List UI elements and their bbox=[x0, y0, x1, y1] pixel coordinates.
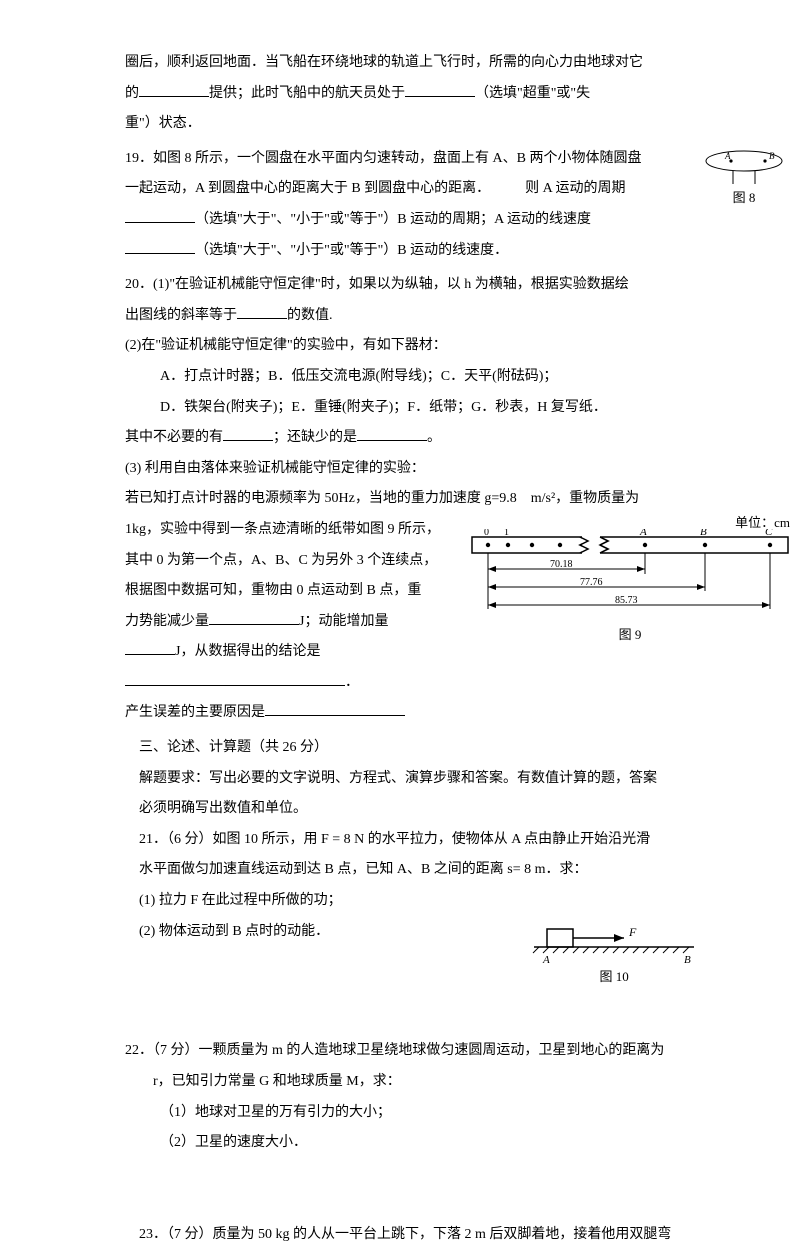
svg-text:0: 0 bbox=[484, 529, 489, 538]
blank bbox=[357, 426, 427, 441]
svg-text:A: A bbox=[639, 529, 647, 538]
q20-l10b: J；动能增加量 bbox=[299, 614, 388, 629]
q19-l3a: （选填"大于"、"小于"或"等于"）B 运动的周期；A 运动的线速度 bbox=[195, 212, 591, 227]
q20-l11a: J，从数据得出的结论是 bbox=[175, 644, 320, 659]
q20-l13a: 产生误差的主要原因是 bbox=[125, 705, 265, 720]
q19-l2: 一起运动，A 到圆盘中心的距离大于 B 到圆盘中心的距离． 则 A 运动的周期 bbox=[125, 176, 695, 203]
svg-text:1: 1 bbox=[504, 529, 509, 538]
q20-l4: 其中不必要的有 ；还缺少的是 。 bbox=[125, 425, 695, 452]
q19-l4: （选填"大于"、"小于"或"等于"）B 运动的线速度． bbox=[125, 238, 695, 265]
q20-l3: (2)在"验证机械能守恒定律"的实验中，有如下器材： bbox=[125, 333, 695, 360]
q19-l1: 19．如图 8 所示，一个圆盘在水平面内匀速转动，盘面上有 A、B 两个小物体随… bbox=[125, 146, 695, 173]
q21-l1: 21．（6 分）如图 10 所示，用 F = 8 N 的水平拉力，使物体从 A … bbox=[125, 827, 695, 854]
q20-l2a: 出图线的斜率等于 bbox=[125, 308, 237, 323]
sec3-title: 三、论述、计算题（共 26 分） bbox=[125, 735, 695, 762]
q20-l2b: 的数值. bbox=[287, 308, 333, 323]
q20-optD: D．铁架台(附夹子)；E．重锤(附夹子)；F．纸带；G．秒表，H 复写纸． bbox=[125, 395, 695, 422]
q18-l2a: 的 bbox=[125, 86, 139, 101]
svg-text:85.73: 85.73 bbox=[615, 595, 638, 606]
q22-l2: r，已知引力常量 G 和地球质量 M，求： bbox=[125, 1069, 695, 1096]
fig10-caption: 图 10 bbox=[529, 965, 699, 990]
q23-l1: 23．（7 分）质量为 50 kg 的人从一平台上跳下，下落 2 m 后双脚着地… bbox=[125, 1222, 695, 1248]
sec3-hint1: 解题要求：写出必要的文字说明、方程式、演算步骤和答案。有数值计算的题，答案 bbox=[125, 766, 695, 793]
blank bbox=[209, 609, 299, 624]
q20-l2: 出图线的斜率等于 的数值. bbox=[125, 303, 695, 330]
svg-text:A: A bbox=[724, 151, 731, 161]
fig8-caption: 图 8 bbox=[703, 186, 785, 211]
q18-l2c: （选填"超重"或"失 bbox=[475, 86, 590, 101]
svg-text:B: B bbox=[700, 529, 707, 538]
blank bbox=[125, 640, 175, 655]
q18-line1: 圈后，顺利返回地面．当飞船在环绕地球的轨道上飞行时，所需的向心力由地球对它 bbox=[125, 50, 695, 77]
blank bbox=[125, 672, 345, 686]
q20-l12t: ． bbox=[345, 675, 359, 690]
blank bbox=[237, 303, 287, 318]
figure-10: F A B 图 10 bbox=[529, 923, 699, 990]
q18-line3: 重"）状态． bbox=[125, 111, 695, 138]
fig9-unit: 单位：cm bbox=[735, 511, 790, 536]
q20-optA: A．打点计时器；B．低压交流电源(附导线)；C．天平(附砝码)； bbox=[125, 364, 695, 391]
blank bbox=[125, 238, 195, 253]
q19-l3: （选填"大于"、"小于"或"等于"）B 运动的周期；A 运动的线速度 bbox=[125, 207, 695, 234]
fig9-caption: 图 9 bbox=[470, 623, 790, 648]
q20-l6: 若已知打点计时器的电源频率为 50Hz，当地的重力加速度 g=9.8 m/s²，… bbox=[125, 486, 695, 513]
blank bbox=[223, 426, 273, 441]
q22-s1: （1）地球对卫星的万有引力的大小； bbox=[125, 1100, 695, 1127]
svg-text:F: F bbox=[628, 925, 637, 939]
figure-9: 单位：cm 0 1 A B C bbox=[470, 529, 790, 648]
svg-text:B: B bbox=[769, 151, 775, 161]
q20-l4a: 其中不必要的有 bbox=[125, 430, 223, 445]
q21-s2: (2) 物体运动到 B 点时的动能． bbox=[125, 919, 329, 990]
blank bbox=[125, 208, 195, 223]
blank bbox=[139, 81, 209, 96]
sec3-hint2: 必须明确写出数值和单位。 bbox=[125, 796, 695, 823]
svg-text:77.76: 77.76 bbox=[580, 577, 603, 588]
q21-s1: (1) 拉力 F 在此过程中所做的功； bbox=[125, 888, 695, 915]
blank bbox=[405, 81, 475, 96]
q20-l4c: 。 bbox=[427, 430, 441, 445]
svg-text:B: B bbox=[684, 954, 691, 965]
q22-l1: 22．（7 分）一颗质量为 m 的人造地球卫星绕地球做匀速圆周运动，卫星到地心的… bbox=[125, 1038, 695, 1065]
q21-l2: 水平面做匀加速直线运动到达 B 点，已知 A、B 之间的距离 s= 8 m．求： bbox=[125, 857, 695, 884]
q20-l4b: ；还缺少的是 bbox=[273, 430, 357, 445]
q20-l13: 产生误差的主要原因是 bbox=[125, 700, 695, 727]
blank bbox=[265, 701, 405, 716]
q18-line2: 的 提供；此时飞船中的航天员处于 （选填"超重"或"失 bbox=[125, 81, 695, 108]
q20-l5: (3) 利用自由落体来验证机械能守恒定律的实验： bbox=[125, 456, 695, 483]
q20-l12: ． bbox=[125, 670, 695, 697]
q20-l1: 20．(1)"在验证机械能守恒定律"时，如果以为纵轴，以 h 为横轴，根据实验数… bbox=[125, 272, 695, 299]
q18-l2b: 提供；此时飞船中的航天员处于 bbox=[209, 86, 405, 101]
q22-s2: （2）卫星的速度大小． bbox=[125, 1130, 695, 1157]
svg-text:70.18: 70.18 bbox=[550, 559, 573, 570]
svg-text:A: A bbox=[542, 954, 550, 965]
figure-8: A B 图 8 bbox=[703, 146, 785, 211]
q19-l3b: （选填"大于"、"小于"或"等于"）B 运动的线速度． bbox=[195, 243, 508, 258]
q20-l10a: 力势能减少量 bbox=[125, 614, 209, 629]
